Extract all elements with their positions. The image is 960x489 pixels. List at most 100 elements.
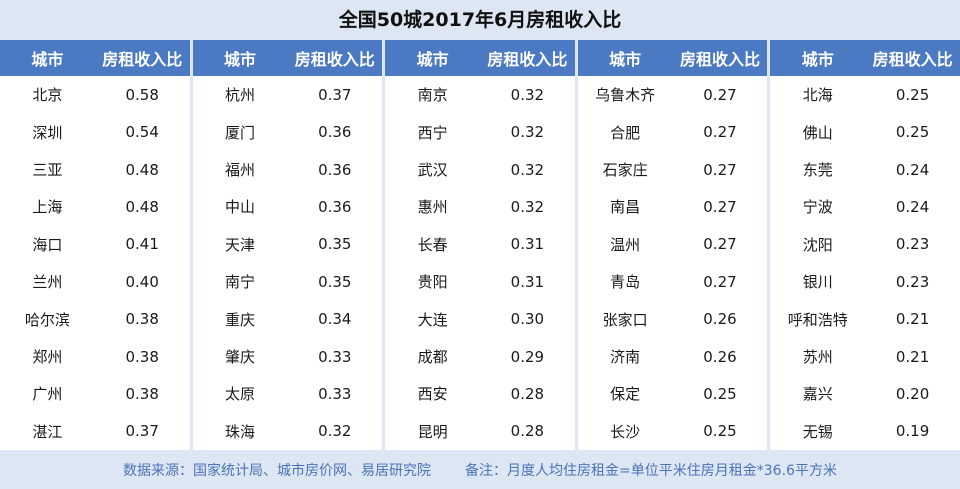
ratio-cell: 0.37: [318, 85, 352, 104]
ratio-cell: 0.26: [703, 310, 737, 329]
table-row: 深圳 0.54: [0, 113, 190, 150]
city-cell: 昆明: [417, 422, 448, 441]
column-header-city: 城市: [416, 50, 449, 69]
table-row: 长春 0.31: [385, 226, 575, 263]
table-group: 城市 房租收入比 北海 0.25 佛山 0.25 东莞 0.24 宁波 0.24 沈阳 0.23 银川 0…: [770, 40, 960, 450]
city-cell: 南京: [417, 86, 448, 105]
city-cell: 珠海: [224, 422, 255, 441]
ratio-cell: 0.31: [510, 235, 545, 254]
table-row: 重庆 0.34: [193, 300, 383, 337]
table-row: 石家庄 0.27: [578, 151, 768, 188]
column-header-city: 城市: [609, 50, 642, 69]
city-cell: 杭州: [224, 86, 255, 105]
city-cell: 武汉: [417, 161, 448, 180]
table-row: 合肥 0.27: [578, 113, 768, 150]
ratio-cell: 0.48: [125, 197, 159, 216]
city-cell: 上海: [32, 198, 63, 217]
city-cell: 肇庆: [224, 348, 255, 367]
city-cell: 郑州: [32, 348, 63, 367]
ratio-cell: 0.32: [318, 422, 352, 441]
table-row: 上海 0.48: [0, 188, 190, 225]
ratio-cell: 0.25: [703, 384, 737, 403]
table-row: 贵阳 0.31: [385, 263, 575, 300]
table-row: 嘉兴 0.20: [770, 375, 960, 412]
column-header-ratio: 房租收入比: [679, 50, 760, 69]
table-row: 太原 0.33: [193, 375, 383, 412]
city-cell: 长沙: [610, 422, 641, 441]
city-cell: 石家庄: [602, 161, 648, 180]
table-row: 武汉 0.32: [385, 151, 575, 188]
table-row: 厦门 0.36: [193, 113, 383, 150]
ratio-cell: 0.26: [703, 347, 737, 366]
ratio-cell: 0.27: [703, 160, 737, 179]
ratio-cell: 0.20: [895, 384, 930, 403]
table-row: 保定 0.25: [578, 375, 768, 412]
table-title: 全国50城2017年6月房租收入比: [0, 0, 960, 40]
ratio-cell: 0.36: [318, 197, 352, 216]
ratio-cell: 0.34: [318, 310, 352, 329]
ratio-cell: 0.28: [510, 384, 545, 403]
table-row: 中山 0.36: [193, 188, 383, 225]
ratio-cell: 0.54: [125, 123, 159, 142]
column-header-ratio: 房租收入比: [294, 50, 375, 69]
table-row: 广州 0.38: [0, 375, 190, 412]
ratio-cell: 0.27: [703, 85, 737, 104]
city-cell: 哈尔滨: [24, 310, 70, 329]
table-row: 天津 0.35: [193, 226, 383, 263]
table-row: 沈阳 0.23: [770, 226, 960, 263]
group-header: 城市 房租收入比: [0, 40, 190, 76]
remark-note: 备注：月度人均住房租金=单位平米住房月租金*36.6平方米: [465, 462, 837, 479]
ratio-cell: 0.21: [895, 347, 930, 366]
city-cell: 三亚: [32, 161, 63, 180]
ratio-cell: 0.30: [510, 310, 545, 329]
city-cell: 海口: [32, 235, 63, 254]
city-cell: 湛江: [32, 422, 63, 441]
city-cell: 深圳: [32, 123, 63, 142]
city-cell: 佛山: [802, 123, 833, 142]
city-cell: 长春: [417, 235, 448, 254]
table-row: 哈尔滨 0.38: [0, 300, 190, 337]
ratio-cell: 0.29: [510, 347, 545, 366]
table-row: 肇庆 0.33: [193, 338, 383, 375]
city-cell: 惠州: [417, 198, 448, 217]
city-cell: 东莞: [802, 161, 833, 180]
column-header-city: 城市: [801, 50, 834, 69]
table-row: 南昌 0.27: [578, 188, 768, 225]
ratio-cell: 0.38: [125, 384, 159, 403]
ratio-cell: 0.38: [125, 310, 159, 329]
city-cell: 大连: [417, 310, 448, 329]
column-header-ratio: 房租收入比: [872, 50, 953, 69]
ratio-cell: 0.40: [125, 272, 159, 291]
city-cell: 北京: [32, 86, 63, 105]
group-header: 城市 房租收入比: [385, 40, 575, 76]
table-group: 城市 房租收入比 乌鲁木齐 0.27 合肥 0.27 石家庄 0.27 南昌 0.27 温州 0.27…: [577, 40, 768, 450]
group-header: 城市 房租收入比: [770, 40, 960, 76]
ratio-cell: 0.28: [510, 422, 545, 441]
ratio-cell: 0.23: [895, 235, 930, 254]
city-cell: 保定: [610, 385, 641, 404]
ratio-cell: 0.31: [510, 272, 545, 291]
city-cell: 合肥: [610, 123, 641, 142]
table-row: 乌鲁木齐 0.27: [578, 76, 768, 113]
table-group: 城市 房租收入比 杭州 0.37 厦门 0.36 福州 0.36 中山 0.36 天津 0.35 南宁 0…: [192, 40, 383, 450]
table-row: 大连 0.30: [385, 300, 575, 337]
ratio-cell: 0.38: [125, 347, 159, 366]
city-cell: 西安: [417, 385, 448, 404]
ratio-cell: 0.27: [703, 272, 737, 291]
table-row: 张家口 0.26: [578, 300, 768, 337]
table-row: 西安 0.28: [385, 375, 575, 412]
table-row: 南宁 0.35: [193, 263, 383, 300]
table-row: 呼和浩特 0.21: [770, 300, 960, 337]
ratio-cell: 0.24: [895, 197, 930, 216]
source-note: 数据来源：国家统计局、城市房价网、易居研究院: [123, 462, 432, 479]
ratio-cell: 0.32: [510, 197, 545, 216]
column-header-city: 城市: [223, 50, 256, 69]
city-cell: 张家口: [602, 310, 648, 329]
city-cell: 无锡: [802, 422, 833, 441]
table-group: 城市 房租收入比 南京 0.32 西宁 0.32 武汉 0.32 惠州 0.32 长春 0.31 贵阳 0…: [385, 40, 575, 450]
city-cell: 苏州: [802, 348, 833, 367]
city-cell: 青岛: [610, 273, 641, 292]
city-cell: 温州: [610, 235, 641, 254]
ratio-cell: 0.37: [125, 422, 159, 441]
